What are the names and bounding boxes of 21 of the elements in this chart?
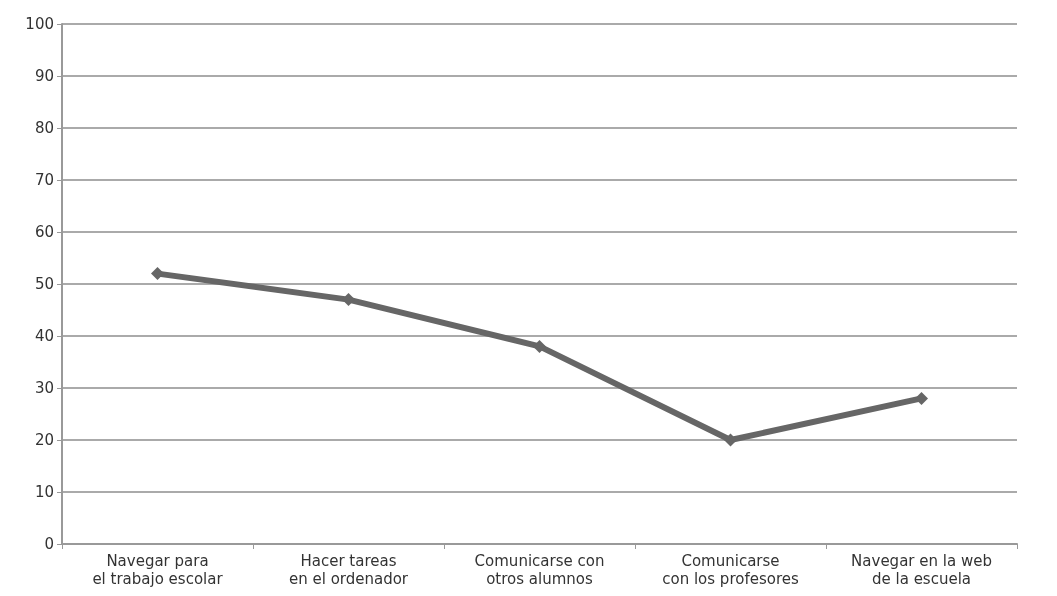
point	[342, 293, 355, 307]
y-tick-label: 80	[34, 119, 54, 137]
x-tick-label: Hacer tareas en el ordenador	[288, 552, 409, 588]
y-tick-label: 50	[34, 275, 54, 293]
point	[915, 391, 928, 405]
y-tick-label: 0	[44, 535, 54, 553]
y-tick-label: 60	[34, 223, 54, 241]
x-tick-label: Comunicarse con otros alumnos	[474, 552, 605, 588]
y-tick-label: 20	[34, 431, 54, 449]
x-tick-label: Navegar en la web de la escuela	[851, 552, 992, 588]
point	[724, 433, 737, 447]
y-tick-label: 30	[34, 379, 54, 397]
y-tick-label: 90	[34, 67, 54, 85]
x-tick-label: Comunicarse con los profesores	[662, 552, 799, 588]
point	[151, 267, 164, 281]
y-tick-label: 70	[34, 171, 54, 189]
y-tick-label: 40	[34, 327, 54, 345]
point	[533, 339, 546, 353]
y-tick-label: 10	[34, 483, 54, 501]
x-tick-label: Navegar para el trabajo escolar	[92, 552, 224, 588]
y-tick-label: 100	[25, 15, 54, 33]
